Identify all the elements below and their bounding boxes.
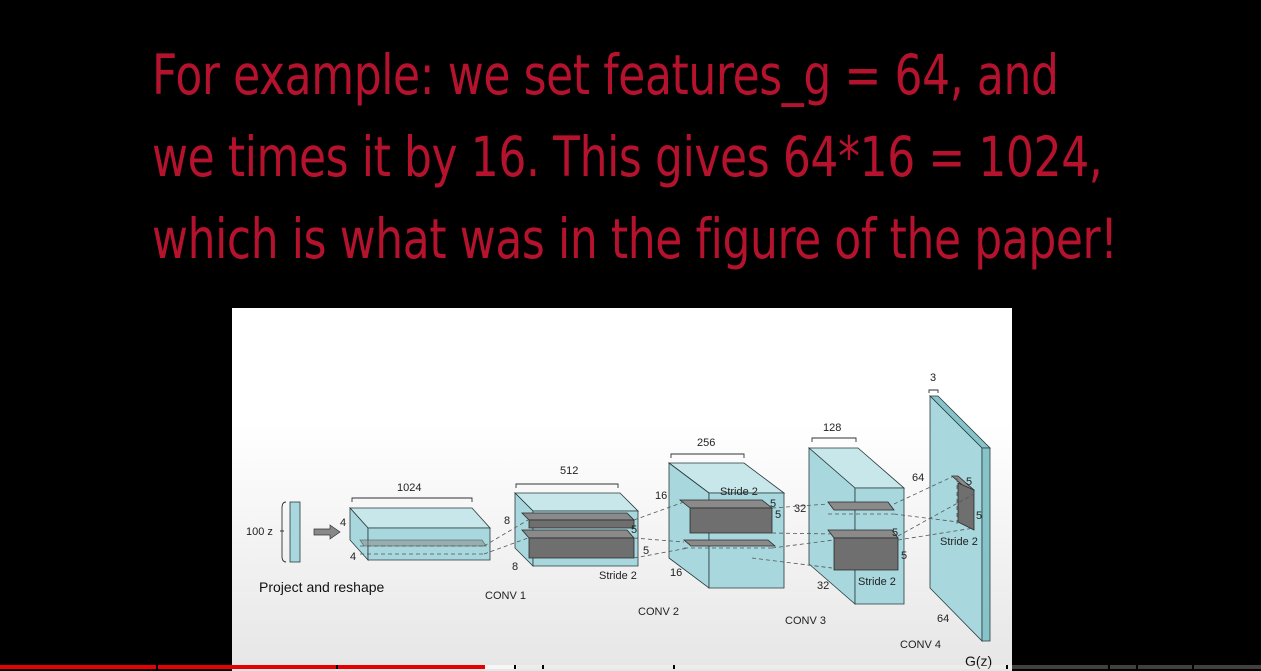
block-512-stride: Stride 2 <box>599 570 637 582</box>
block-256-stride: Stride 2 <box>720 486 758 498</box>
block-1024-w: 4 <box>350 551 356 563</box>
block-512-kernel-a: 5 <box>631 524 637 536</box>
output-label: G(z) <box>965 653 992 669</box>
block-128: 128 32 32 5 5 Stride 2 CONV 3 <box>785 422 907 627</box>
block-1024-width: 1024 <box>397 482 421 494</box>
block-512-kernel-b: 5 <box>643 545 649 557</box>
chapter-divider <box>336 665 338 669</box>
z-vector <box>289 501 301 563</box>
conv2-label: CONV 2 <box>638 606 679 618</box>
block-256-kernel-b: 5 <box>775 509 781 521</box>
block-256: 256 16 16 5 5 Stride 2 CONV 2 <box>638 437 786 618</box>
slide-caption: For example: we set features_g = 64, and… <box>152 34 1118 280</box>
block-3-width: 3 <box>930 372 936 384</box>
architecture-diagram: .face { fill:#a8d8dd; stroke:#2a3a3d; st… <box>246 372 992 669</box>
block-128-w: 32 <box>817 580 829 592</box>
block-256-h: 16 <box>655 490 667 502</box>
caption-line-3: which is what was in the figure of the p… <box>152 207 1118 271</box>
block-1024: 1024 4 4 <box>340 482 491 563</box>
block-1024-h: 4 <box>340 517 346 529</box>
chapter-divider <box>673 665 675 669</box>
block-256-w: 16 <box>670 567 682 579</box>
block-128-width: 128 <box>823 422 841 434</box>
block-512: 512 8 8 5 5 Stride 2 CONV 1 <box>485 465 649 602</box>
block-512-h: 8 <box>504 515 510 527</box>
block-128-h: 32 <box>794 503 806 515</box>
block-3: 3 64 64 5 5 Stride 2 CONV 4 <box>900 372 991 651</box>
block-256-kernel-a: 5 <box>770 498 776 510</box>
block-3-h: 64 <box>912 472 924 484</box>
arrow-icon <box>313 524 341 540</box>
caption-line-2: we times it by 16. This gives 64*16 = 10… <box>152 125 1103 189</box>
chapter-divider <box>1006 665 1008 669</box>
chapter-divider <box>1136 665 1138 669</box>
block-256-width: 256 <box>697 437 715 449</box>
chapter-divider <box>156 665 158 669</box>
block-3-kernel-a: 5 <box>966 476 972 488</box>
block-128-kernel-b: 5 <box>901 550 907 562</box>
chapter-divider <box>1192 665 1194 669</box>
block-512-w: 8 <box>512 561 518 573</box>
conv3-label: CONV 3 <box>785 615 826 627</box>
input-label: 100 z <box>246 526 273 538</box>
chapter-divider <box>1108 665 1110 669</box>
progress-track[interactable] <box>0 665 1261 669</box>
block-128-kernel-a: 5 <box>892 527 898 539</box>
block-3-stride: Stride 2 <box>940 536 978 548</box>
block-512-width: 512 <box>560 465 578 477</box>
block-3-kernel-b: 5 <box>976 510 982 522</box>
block-128-stride: Stride 2 <box>858 576 896 588</box>
chapter-divider <box>514 665 516 669</box>
conv1-label: CONV 1 <box>485 590 526 602</box>
dcgan-generator-figure: .face { fill:#a8d8dd; stroke:#2a3a3d; st… <box>232 308 1012 671</box>
conv4-label: CONV 4 <box>900 639 941 651</box>
block-3-w: 64 <box>937 613 949 625</box>
video-progress-bar[interactable] <box>0 661 1261 671</box>
progress-played <box>0 665 485 669</box>
caption-line-1: For example: we set features_g = 64, and <box>152 43 1059 107</box>
chapter-divider <box>542 665 544 669</box>
project-label: Project and reshape <box>259 579 385 595</box>
